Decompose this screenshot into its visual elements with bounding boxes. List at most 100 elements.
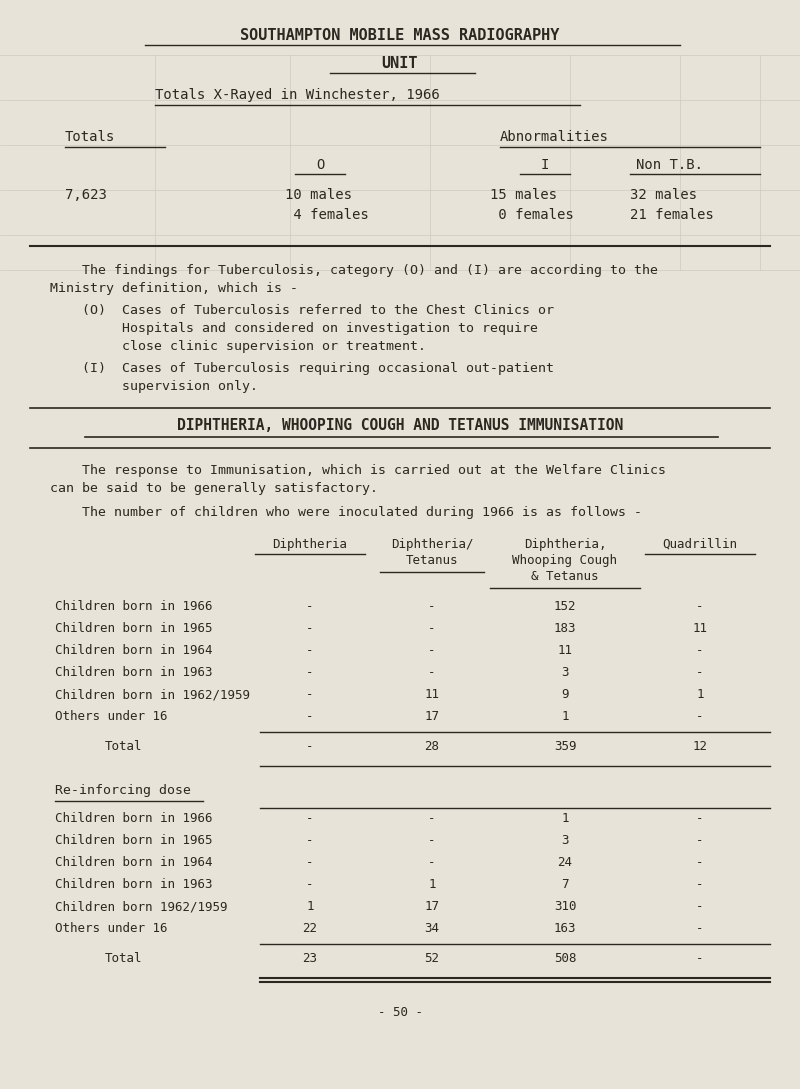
Text: -: - — [428, 644, 436, 657]
Text: Children born in 1965: Children born in 1965 — [55, 834, 213, 847]
Text: -: - — [428, 812, 436, 825]
Text: The number of children who were inoculated during 1966 is as follows -: The number of children who were inoculat… — [50, 506, 642, 519]
Text: 21 females: 21 females — [630, 208, 714, 222]
Text: Children born in 1966: Children born in 1966 — [55, 600, 213, 613]
Text: 7: 7 — [562, 878, 569, 891]
Text: Re-inforcing dose: Re-inforcing dose — [55, 784, 191, 797]
Text: 1: 1 — [428, 878, 436, 891]
Text: -: - — [696, 710, 704, 723]
Text: -: - — [696, 666, 704, 680]
Text: DIPHTHERIA, WHOOPING COUGH AND TETANUS IMMUNISATION: DIPHTHERIA, WHOOPING COUGH AND TETANUS I… — [177, 418, 623, 433]
Text: -: - — [428, 856, 436, 869]
Text: 23: 23 — [302, 952, 318, 965]
Text: O: O — [316, 158, 324, 172]
Text: 9: 9 — [562, 688, 569, 701]
Text: Children born in 1963: Children born in 1963 — [55, 878, 213, 891]
Text: 3: 3 — [562, 834, 569, 847]
Text: The findings for Tuberculosis, category (O) and (I) are according to the: The findings for Tuberculosis, category … — [50, 264, 658, 277]
Text: Abnormalities: Abnormalities — [500, 130, 609, 144]
Text: 15 males: 15 males — [490, 188, 557, 201]
Text: Total: Total — [105, 741, 142, 752]
Text: -: - — [306, 710, 314, 723]
Text: 11: 11 — [693, 622, 707, 635]
Text: Diphtheria/: Diphtheria/ — [390, 538, 474, 551]
Text: -: - — [428, 834, 436, 847]
Text: 0 females: 0 females — [490, 208, 574, 222]
Text: -: - — [428, 666, 436, 680]
Text: 7,623: 7,623 — [65, 188, 107, 201]
Text: 152: 152 — [554, 600, 576, 613]
Text: -: - — [696, 834, 704, 847]
Text: Others under 16: Others under 16 — [55, 710, 167, 723]
Text: 359: 359 — [554, 741, 576, 752]
Text: Others under 16: Others under 16 — [55, 922, 167, 935]
Text: Tetanus: Tetanus — [406, 554, 458, 567]
Text: Children born in 1965: Children born in 1965 — [55, 622, 213, 635]
Text: -: - — [696, 856, 704, 869]
Text: -: - — [306, 856, 314, 869]
Text: Children born 1962/1959: Children born 1962/1959 — [55, 900, 227, 913]
Text: I: I — [541, 158, 549, 172]
Text: & Tetanus: & Tetanus — [531, 570, 598, 583]
Text: 163: 163 — [554, 922, 576, 935]
Text: Children born in 1962/1959: Children born in 1962/1959 — [55, 688, 250, 701]
Text: -: - — [306, 812, 314, 825]
Text: 10 males: 10 males — [285, 188, 352, 201]
Text: -: - — [696, 900, 704, 913]
Text: -: - — [696, 922, 704, 935]
Text: 3: 3 — [562, 666, 569, 680]
Text: -: - — [306, 834, 314, 847]
Text: Whooping Cough: Whooping Cough — [513, 554, 618, 567]
Text: Non T.B.: Non T.B. — [637, 158, 703, 172]
Text: Total: Total — [105, 952, 142, 965]
Text: 28: 28 — [425, 741, 439, 752]
Text: Quadrillin: Quadrillin — [662, 538, 738, 551]
Text: (O)  Cases of Tuberculosis referred to the Chest Clinics or: (O) Cases of Tuberculosis referred to th… — [50, 304, 554, 317]
Text: 1: 1 — [696, 688, 704, 701]
Text: Diphtheria,: Diphtheria, — [524, 538, 606, 551]
Text: Hospitals and considered on investigation to require: Hospitals and considered on investigatio… — [50, 322, 538, 335]
Text: Children born in 1963: Children born in 1963 — [55, 666, 213, 680]
Text: Totals X-Rayed in Winchester, 1966: Totals X-Rayed in Winchester, 1966 — [155, 88, 440, 102]
Text: -: - — [306, 666, 314, 680]
Text: -: - — [306, 741, 314, 752]
Text: -: - — [696, 644, 704, 657]
Text: 4 females: 4 females — [285, 208, 369, 222]
Text: -: - — [306, 878, 314, 891]
Text: 11: 11 — [425, 688, 439, 701]
Text: 34: 34 — [425, 922, 439, 935]
Text: 11: 11 — [558, 644, 573, 657]
Text: close clinic supervision or treatment.: close clinic supervision or treatment. — [50, 340, 426, 353]
Text: -: - — [428, 600, 436, 613]
Text: Children born in 1964: Children born in 1964 — [55, 644, 213, 657]
Text: SOUTHAMPTON MOBILE MASS RADIOGRAPHY: SOUTHAMPTON MOBILE MASS RADIOGRAPHY — [240, 28, 560, 42]
Text: -: - — [306, 644, 314, 657]
Text: 12: 12 — [693, 741, 707, 752]
Text: -: - — [428, 622, 436, 635]
Text: 508: 508 — [554, 952, 576, 965]
Text: (I)  Cases of Tuberculosis requiring occasional out-patient: (I) Cases of Tuberculosis requiring occa… — [50, 362, 554, 375]
Text: 183: 183 — [554, 622, 576, 635]
Text: -: - — [306, 688, 314, 701]
Text: -: - — [696, 812, 704, 825]
Text: 1: 1 — [562, 812, 569, 825]
Text: 1: 1 — [306, 900, 314, 913]
Text: 310: 310 — [554, 900, 576, 913]
Text: Totals: Totals — [65, 130, 115, 144]
Text: 24: 24 — [558, 856, 573, 869]
Text: 22: 22 — [302, 922, 318, 935]
Text: 17: 17 — [425, 710, 439, 723]
Text: -: - — [306, 622, 314, 635]
Text: Children born in 1966: Children born in 1966 — [55, 812, 213, 825]
Text: 1: 1 — [562, 710, 569, 723]
Text: 32 males: 32 males — [630, 188, 697, 201]
Text: 52: 52 — [425, 952, 439, 965]
Text: -: - — [696, 600, 704, 613]
Text: UNIT: UNIT — [382, 56, 418, 71]
Text: -: - — [306, 600, 314, 613]
Text: -: - — [696, 878, 704, 891]
Text: Children born in 1964: Children born in 1964 — [55, 856, 213, 869]
Text: supervision only.: supervision only. — [50, 380, 258, 393]
Text: - 50 -: - 50 - — [378, 1006, 422, 1019]
Text: The response to Immunisation, which is carried out at the Welfare Clinics: The response to Immunisation, which is c… — [50, 464, 666, 477]
